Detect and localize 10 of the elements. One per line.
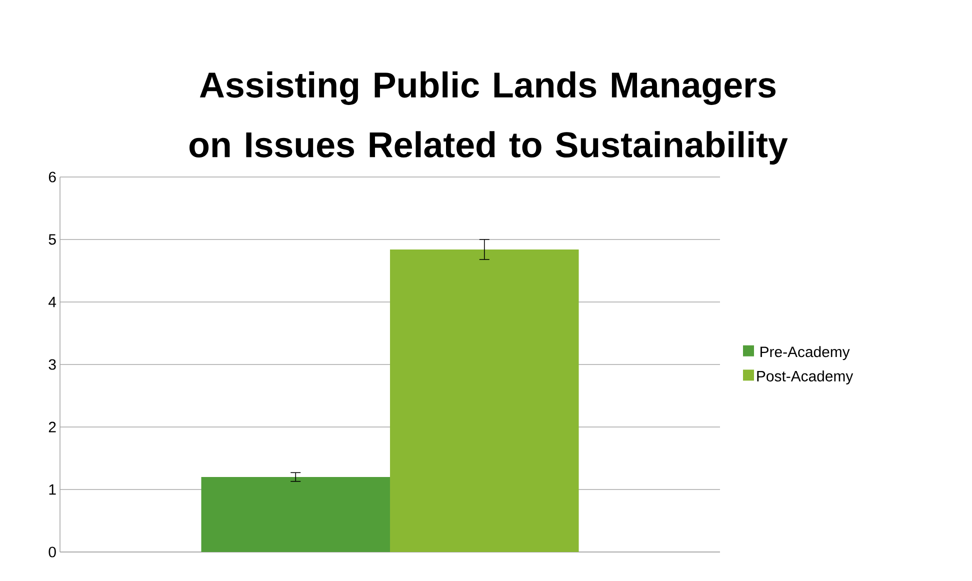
legend-label: Post-Academy [757, 370, 854, 384]
y-tick-label: 5 [48, 234, 56, 245]
y-tick-label: 1 [49, 484, 56, 495]
y-tick-label: 2 [48, 422, 56, 432]
chart-title: Assisting Public Lands Managers on Issues Related to Sustainability [189, 71, 788, 165]
y-tick-label: 3 [48, 359, 56, 370]
legend-label: Pre-Academy [760, 346, 850, 360]
y-tick-label: 6 [48, 172, 56, 182]
y-tick-label: 4 [48, 296, 56, 308]
y-tick-label: 0 [48, 546, 56, 558]
